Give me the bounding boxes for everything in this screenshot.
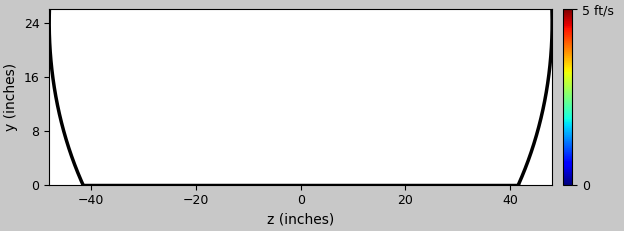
PathPatch shape	[0, 0, 624, 218]
Y-axis label: y (inches): y (inches)	[4, 63, 18, 131]
X-axis label: z (inches): z (inches)	[267, 213, 334, 227]
